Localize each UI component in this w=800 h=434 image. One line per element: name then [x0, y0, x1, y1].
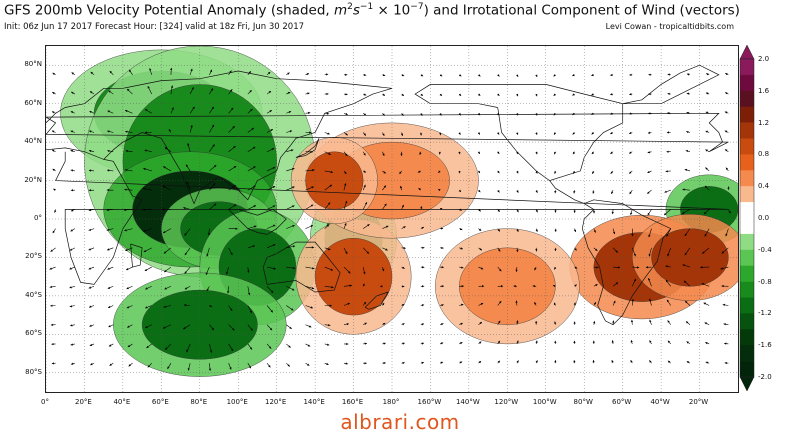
latitude-tick-label: 40°N — [14, 137, 42, 145]
colorbar-segment — [740, 234, 754, 250]
colorbar-segment — [740, 75, 754, 91]
longitude-tick-label: 80°E — [190, 398, 207, 406]
colorbar-segment — [740, 59, 754, 75]
colorbar — [738, 45, 758, 391]
colorbar-segment — [740, 298, 754, 314]
site-watermark: albrari.com — [0, 410, 800, 434]
colorbar-segment — [740, 91, 754, 107]
colorbar-segment — [740, 282, 754, 298]
colorbar-segment — [740, 154, 754, 170]
colorbar-tick-label: 0.8 — [758, 150, 769, 158]
colorbar-segment — [740, 170, 754, 186]
map-panel — [45, 45, 739, 393]
colorbar-extend-bottom — [740, 377, 754, 391]
longitude-tick-label: 120°E — [265, 398, 286, 406]
colorbar-tick-label: 0.4 — [758, 182, 769, 190]
longitude-tick-label: 160°W — [418, 398, 442, 406]
longitude-tick-label: 40°E — [113, 398, 130, 406]
colorbar-segment — [740, 329, 754, 345]
forecast-init-info: Init: 06z Jun 17 2017 Forecast Hour: [32… — [4, 22, 304, 32]
colorbar-segment — [740, 107, 754, 123]
latitude-tick-label: 60°N — [14, 99, 42, 107]
colorbar-segment — [740, 202, 754, 218]
longitude-tick-label: 80°W — [574, 398, 593, 406]
colorbar-extend-top — [740, 45, 754, 59]
longitude-tick-label: 100°E — [227, 398, 248, 406]
colorbar-segment — [740, 345, 754, 361]
anomaly-map — [46, 46, 738, 392]
latitude-tick-label: 0° — [14, 214, 42, 222]
longitude-tick-label: 140°W — [456, 398, 480, 406]
colorbar-segment — [740, 313, 754, 329]
colorbar-tick-label: -0.4 — [758, 246, 772, 254]
longitude-tick-label: 40°W — [650, 398, 669, 406]
latitude-tick-label: 40°S — [14, 291, 42, 299]
chart-title: GFS 200mb Velocity Potential Anomaly (sh… — [4, 2, 794, 19]
colorbar-tick-label: 1.2 — [758, 119, 769, 127]
latitude-tick-label: 80°S — [14, 368, 42, 376]
colorbar-tick-label: -1.2 — [758, 309, 772, 317]
colorbar-tick-label: -0.8 — [758, 278, 772, 286]
colorbar-segment — [740, 123, 754, 139]
colorbar-segment — [740, 361, 754, 377]
longitude-tick-label: 0° — [41, 398, 49, 406]
colorbar-tick-label: 2.0 — [758, 55, 769, 63]
colorbar-segment — [740, 218, 754, 234]
longitude-tick-label: 160°E — [342, 398, 363, 406]
colorbar-tick-label: 0.0 — [758, 214, 769, 222]
colorbar-segment — [740, 250, 754, 266]
colorbar-tick-label: -1.6 — [758, 341, 772, 349]
longitude-tick-label: 20°E — [75, 398, 92, 406]
longitude-tick-label: 60°E — [152, 398, 169, 406]
author-credit: Levi Cowan - tropicaltidbits.com — [606, 22, 734, 31]
colorbar-segment — [740, 186, 754, 202]
longitude-tick-label: 140°E — [303, 398, 324, 406]
anomaly-core — [652, 229, 729, 287]
colorbar-segment — [740, 266, 754, 282]
anomaly-core — [315, 238, 392, 315]
longitude-tick-label: 180° — [383, 398, 400, 406]
colorbar-tick-label: 1.6 — [758, 87, 769, 95]
anomaly-core — [142, 290, 257, 359]
latitude-tick-label: 80°N — [14, 60, 42, 68]
colorbar-tick-label: -2.0 — [758, 373, 772, 381]
latitude-tick-label: 60°S — [14, 329, 42, 337]
latitude-tick-label: 20°S — [14, 252, 42, 260]
longitude-tick-label: 100°W — [533, 398, 557, 406]
colorbar-segment — [740, 139, 754, 155]
longitude-tick-label: 120°W — [494, 398, 518, 406]
longitude-tick-label: 20°W — [689, 398, 708, 406]
longitude-tick-label: 60°W — [612, 398, 631, 406]
latitude-tick-label: 20°N — [14, 176, 42, 184]
